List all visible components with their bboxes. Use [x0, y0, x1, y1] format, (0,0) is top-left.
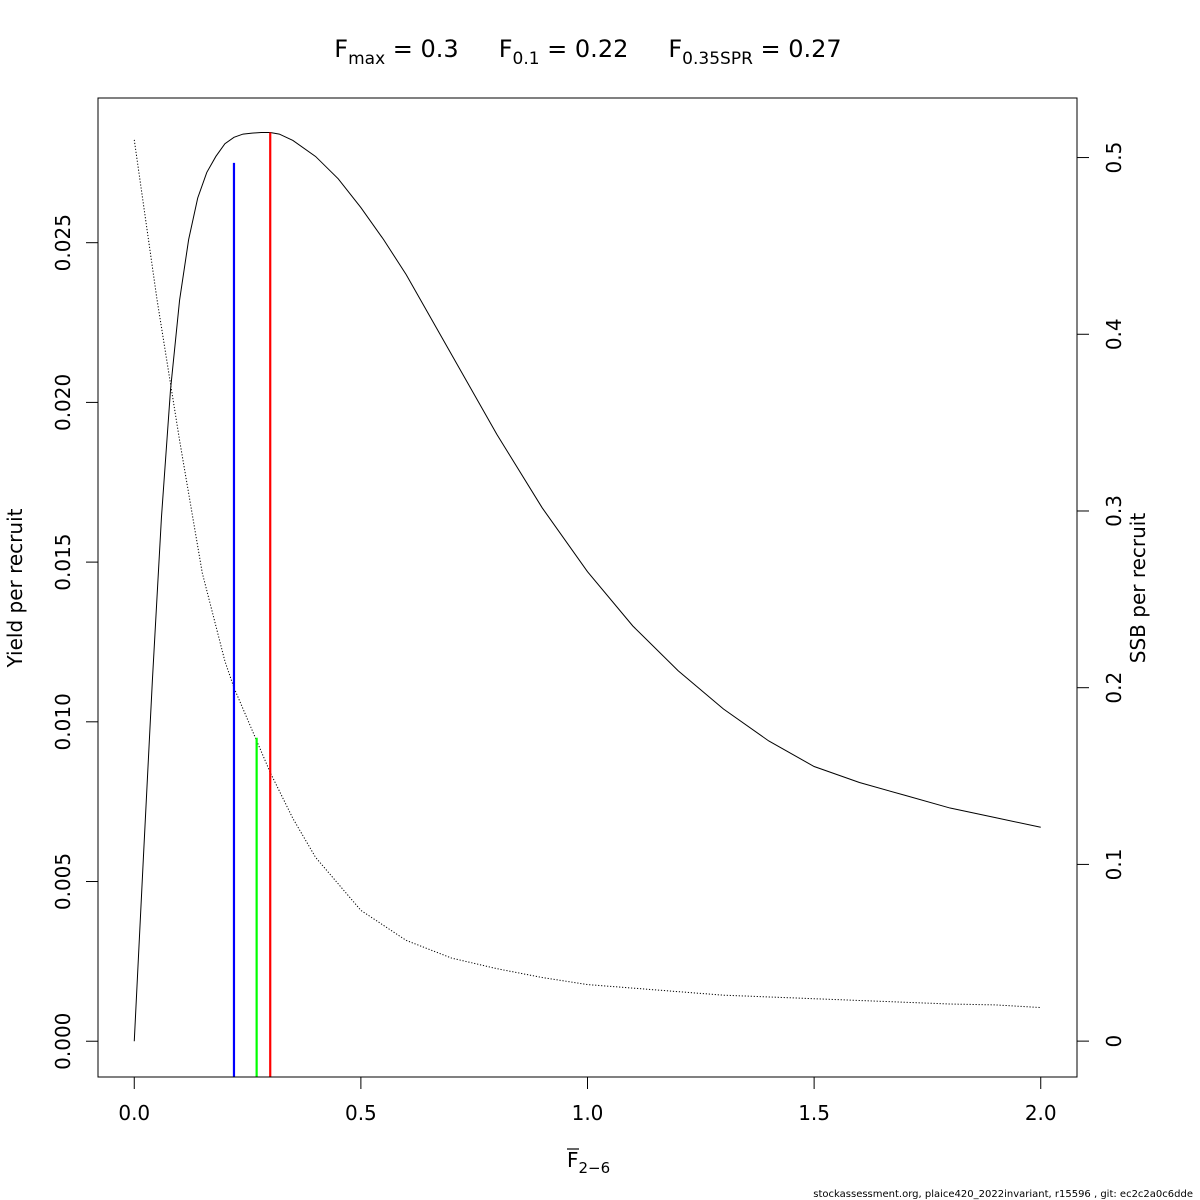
- chart-title: Fmax = 0.3 F0.1 = 0.22 F0.35SPR = 0.27: [334, 35, 841, 69]
- footer-credit: stockassessment.org, plaice420_2022invar…: [813, 1189, 1193, 1200]
- x-tick-label: 0.0: [118, 1101, 150, 1125]
- plot-frame: [97, 97, 1078, 1078]
- y-left-tick-label: 0.020: [51, 374, 75, 431]
- axes-layer: 0.0 0.5 1.0 1.5 2.0 0.000 0.005 0.010 0.015 0.020…: [51, 142, 1126, 1125]
- x-tick-label: 0.5: [345, 1101, 377, 1125]
- x-tick-label: 1.0: [572, 1101, 604, 1125]
- title-fmax-eq: = 0.3: [385, 35, 459, 63]
- x-tick-label: 2.0: [1025, 1101, 1057, 1125]
- y-right-tick-label: 0: [1102, 1035, 1126, 1048]
- reference-lines-layer: [232, 132, 272, 1077]
- title-f35-label: F: [668, 35, 682, 63]
- title-fmax-label: F: [334, 35, 348, 63]
- title-f01-label: F: [499, 35, 513, 63]
- y-right-tick-label: 0.2: [1102, 672, 1126, 704]
- y-left-tick-label: 0.015: [51, 533, 75, 590]
- title-f35-sub: 0.35SPR: [682, 49, 753, 69]
- xlabel-main: F: [567, 1148, 579, 1172]
- series-layer: [133, 132, 1041, 1042]
- y-left-tick-label: 0.010: [51, 693, 75, 750]
- y-right-tick-label: 0.1: [1102, 849, 1126, 881]
- title-fmax-sub: max: [348, 49, 385, 69]
- ssb-per-recruit-line: [133, 139, 1041, 1009]
- y-axis-label-right: SSB per recruit: [1126, 513, 1150, 664]
- y-right-tick-label: 0.4: [1102, 318, 1126, 350]
- title-f01-sub: 0.1: [513, 49, 540, 69]
- xlabel-sub: 2−6: [579, 1159, 611, 1177]
- y-left-tick-label: 0.005: [51, 853, 75, 910]
- y-left-tick-label: 0.000: [51, 1013, 75, 1070]
- title-f35-eq: = 0.27: [753, 35, 842, 63]
- x-axis-label: F2−6: [567, 1148, 610, 1177]
- title-f01-eq: = 0.22: [540, 35, 629, 63]
- x-tick-label: 1.5: [798, 1101, 830, 1125]
- yield-per-recruit-line: [133, 132, 1041, 1042]
- y-right-tick-label: 0.3: [1102, 495, 1126, 527]
- y-right-tick-label: 0.5: [1102, 142, 1126, 174]
- y-axis-label-left: Yield per recruit: [3, 508, 27, 668]
- y-left-tick-label: 0.025: [51, 214, 75, 271]
